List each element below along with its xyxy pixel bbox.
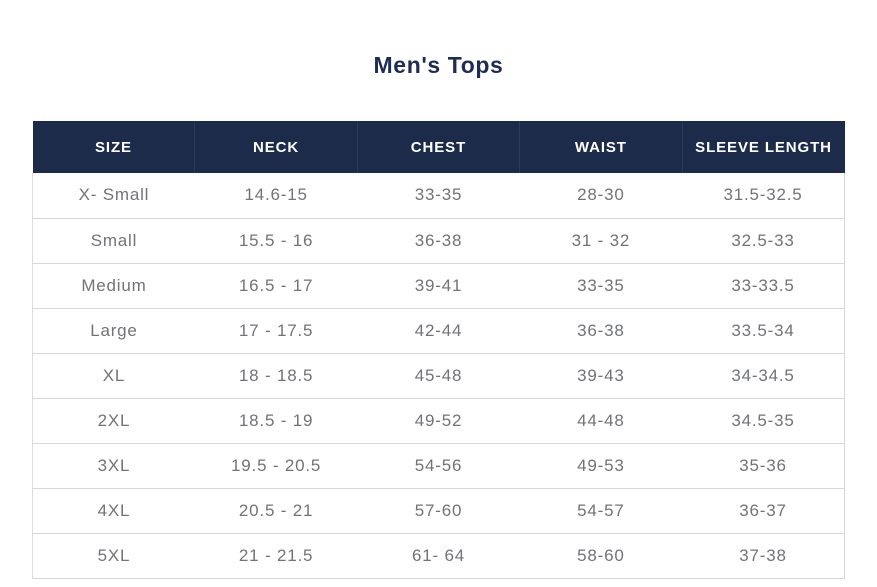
header-row: SIZE NECK CHEST WAIST SLEEVE LENGTH: [32, 121, 845, 173]
size-cell: 3XL: [31, 443, 195, 489]
size-cell: Large: [31, 308, 195, 354]
chest-cell: 39-41: [357, 263, 520, 309]
waist-cell: 28-30: [519, 173, 683, 219]
chest-cell: 61- 64: [357, 533, 520, 579]
table-row: Medium 16.5 - 17 39-41 33-35 33-33.5: [31, 263, 846, 309]
neck-cell: 14.6-15: [194, 173, 358, 219]
size-cell: Medium: [31, 263, 195, 309]
waist-cell: 44-48: [519, 398, 683, 444]
table-row: 2XL 18.5 - 19 49-52 44-48 34.5-35: [31, 398, 846, 444]
chest-cell: 49-52: [357, 398, 520, 444]
table-row: 4XL 20.5 - 21 57-60 54-57 36-37: [31, 488, 846, 534]
waist-cell: 49-53: [519, 443, 683, 489]
chest-cell: 54-56: [357, 443, 520, 489]
waist-cell: 54-57: [519, 488, 683, 534]
sleeve-cell: 34-34.5: [682, 353, 846, 399]
table-row: Small 15.5 - 16 36-38 31 - 32 32.5-33: [31, 218, 846, 264]
table-row: 5XL 21 - 21.5 61- 64 58-60 37-38: [31, 533, 846, 579]
sleeve-cell: 32.5-33: [682, 218, 846, 264]
table-body: X- Small 14.6-15 33-35 28-30 31.5-32.5 S…: [31, 173, 846, 579]
column-header-neck: NECK: [194, 121, 358, 173]
size-chart-table: SIZE NECK CHEST WAIST SLEEVE LENGTH X- S…: [31, 121, 846, 579]
size-cell: 4XL: [31, 488, 195, 534]
sleeve-cell: 37-38: [682, 533, 846, 579]
chest-cell: 33-35: [357, 173, 520, 219]
neck-cell: 18 - 18.5: [194, 353, 358, 399]
table-header: SIZE NECK CHEST WAIST SLEEVE LENGTH: [32, 121, 845, 173]
size-cell: Small: [31, 218, 195, 264]
column-header-sleeve-length: SLEEVE LENGTH: [682, 121, 845, 173]
size-cell: XL: [31, 353, 195, 399]
sleeve-cell: 33.5-34: [682, 308, 846, 354]
sleeve-cell: 36-37: [682, 488, 846, 534]
waist-cell: 36-38: [519, 308, 683, 354]
chest-cell: 57-60: [357, 488, 520, 534]
neck-cell: 19.5 - 20.5: [194, 443, 358, 489]
table-row: XL 18 - 18.5 45-48 39-43 34-34.5: [31, 353, 846, 399]
waist-cell: 58-60: [519, 533, 683, 579]
column-header-chest: CHEST: [357, 121, 521, 173]
size-cell: X- Small: [31, 173, 195, 219]
neck-cell: 18.5 - 19: [194, 398, 358, 444]
table-row: Large 17 - 17.5 42-44 36-38 33.5-34: [31, 308, 846, 354]
chest-cell: 42-44: [357, 308, 520, 354]
table-row: 3XL 19.5 - 20.5 54-56 49-53 35-36: [31, 443, 846, 489]
neck-cell: 21 - 21.5: [194, 533, 358, 579]
sleeve-cell: 34.5-35: [682, 398, 846, 444]
size-cell: 2XL: [31, 398, 195, 444]
waist-cell: 33-35: [519, 263, 683, 309]
table-row: X- Small 14.6-15 33-35 28-30 31.5-32.5: [31, 173, 846, 219]
chest-cell: 36-38: [357, 218, 520, 264]
neck-cell: 17 - 17.5: [194, 308, 358, 354]
size-cell: 5XL: [31, 533, 195, 579]
neck-cell: 16.5 - 17: [194, 263, 358, 309]
neck-cell: 15.5 - 16: [194, 218, 358, 264]
column-header-size: SIZE: [32, 121, 196, 173]
neck-cell: 20.5 - 21: [194, 488, 358, 534]
chest-cell: 45-48: [357, 353, 520, 399]
sleeve-cell: 31.5-32.5: [682, 173, 846, 219]
waist-cell: 39-43: [519, 353, 683, 399]
waist-cell: 31 - 32: [519, 218, 683, 264]
sleeve-cell: 35-36: [682, 443, 846, 489]
page-title: Men's Tops: [373, 52, 504, 78]
sleeve-cell: 33-33.5: [682, 263, 846, 309]
column-header-waist: WAIST: [519, 121, 683, 173]
